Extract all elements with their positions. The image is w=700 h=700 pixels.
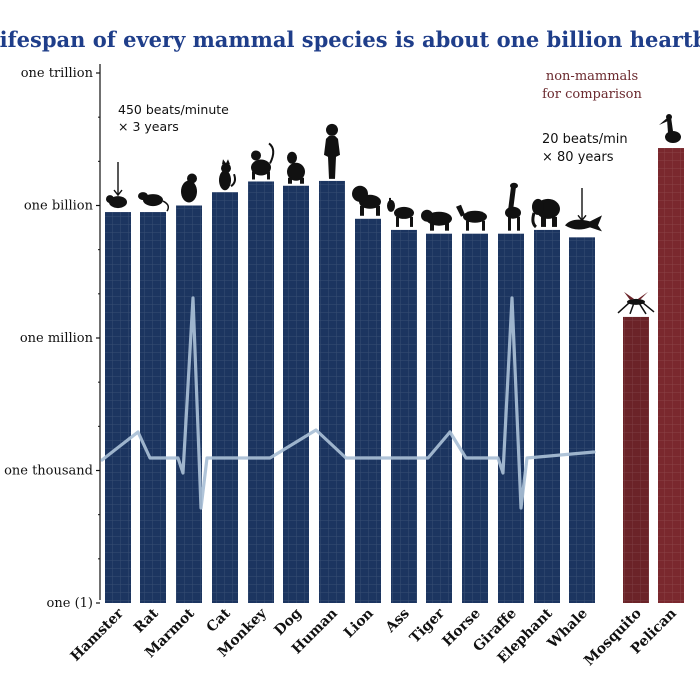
category-label-lion: Lion [341, 606, 377, 642]
bar-grid-texture [498, 233, 524, 603]
category-label-cat: Cat [204, 605, 235, 636]
mosquito-icon [617, 291, 655, 315]
bar-grid-texture [319, 180, 345, 603]
bar-dog [283, 185, 309, 603]
bar-elephant [534, 229, 560, 604]
bar-cat [212, 192, 238, 603]
ass-icon [387, 197, 414, 227]
pelican-icon [659, 114, 681, 144]
rat-icon [138, 192, 170, 212]
bar-grid-texture [140, 212, 166, 603]
annotation-nonmammals-line1: non-mammals [546, 69, 638, 84]
category-label-rat: Rat [131, 605, 162, 636]
bar-hamster [105, 212, 131, 603]
bars-group [105, 148, 684, 604]
bar-grid-texture [355, 218, 381, 604]
category-label-ass: Ass [382, 605, 413, 636]
y-tick-label: one trillion [21, 66, 94, 81]
bar-grid-texture [391, 229, 417, 604]
bar-ass [391, 229, 417, 604]
bar-grid-texture [283, 185, 309, 603]
arrow-to-hamster [113, 162, 123, 197]
y-tick-label: one (1) [47, 596, 93, 611]
tiger-icon [421, 209, 452, 231]
bar-giraffe [498, 233, 524, 603]
bar-grid-texture [569, 237, 595, 604]
bar-lion [355, 218, 381, 604]
annotation-whale-years: × 80 years [542, 150, 614, 165]
lion-icon [352, 185, 381, 216]
giraffe-icon [505, 182, 521, 231]
bar-grid-texture [462, 233, 488, 603]
bar-grid-texture [248, 181, 274, 603]
bar-grid-texture [105, 212, 131, 603]
arrow-to-whale [577, 188, 587, 222]
bar-grid-texture [212, 192, 238, 603]
bar-mosquito [623, 316, 649, 603]
human-icon [324, 123, 340, 179]
y-tick-label: one million [20, 331, 94, 346]
animal-silhouettes [106, 114, 681, 315]
bar-whale [569, 237, 595, 604]
heartbeat-overlay [100, 296, 596, 510]
annotation-hamster-rate: 450 beats/minute [118, 102, 229, 117]
bar-grid-texture [426, 233, 452, 603]
whale-icon [565, 215, 602, 232]
bar-grid-texture [534, 229, 560, 604]
chart-title: The lifespan of every mammal species is … [0, 27, 700, 52]
bar-monkey [248, 181, 274, 603]
marmot-icon [181, 173, 197, 203]
hamster-icon [106, 195, 127, 209]
cat-icon [219, 159, 236, 191]
bar-human [319, 180, 345, 603]
y-tick-label: one thousand [4, 464, 93, 479]
bar-horse [462, 233, 488, 603]
annotation-nonmammals-line2: for comparison [542, 87, 642, 102]
bar-grid-texture [658, 148, 684, 603]
annotation-whale-rate: 20 beats/min [542, 132, 628, 147]
bar-rat [140, 212, 166, 603]
bar-pelican [658, 148, 684, 603]
bar-tiger [426, 233, 452, 603]
y-tick-label: one billion [24, 199, 94, 214]
elephant-icon [531, 198, 560, 229]
dog-icon [287, 151, 305, 184]
bar-grid-texture [623, 316, 649, 603]
monkey-icon [251, 142, 275, 180]
category-label-mosquito: Mosquito [581, 606, 645, 670]
y-axis-ticks: one (1) one thousand one million one billio… [4, 66, 100, 611]
heartbeat-line [100, 296, 596, 510]
horse-icon [456, 204, 487, 231]
bar-marmot [176, 205, 202, 603]
category-label-hamster: Hamster [68, 605, 128, 665]
annotation-hamster-years: × 3 years [118, 119, 179, 134]
